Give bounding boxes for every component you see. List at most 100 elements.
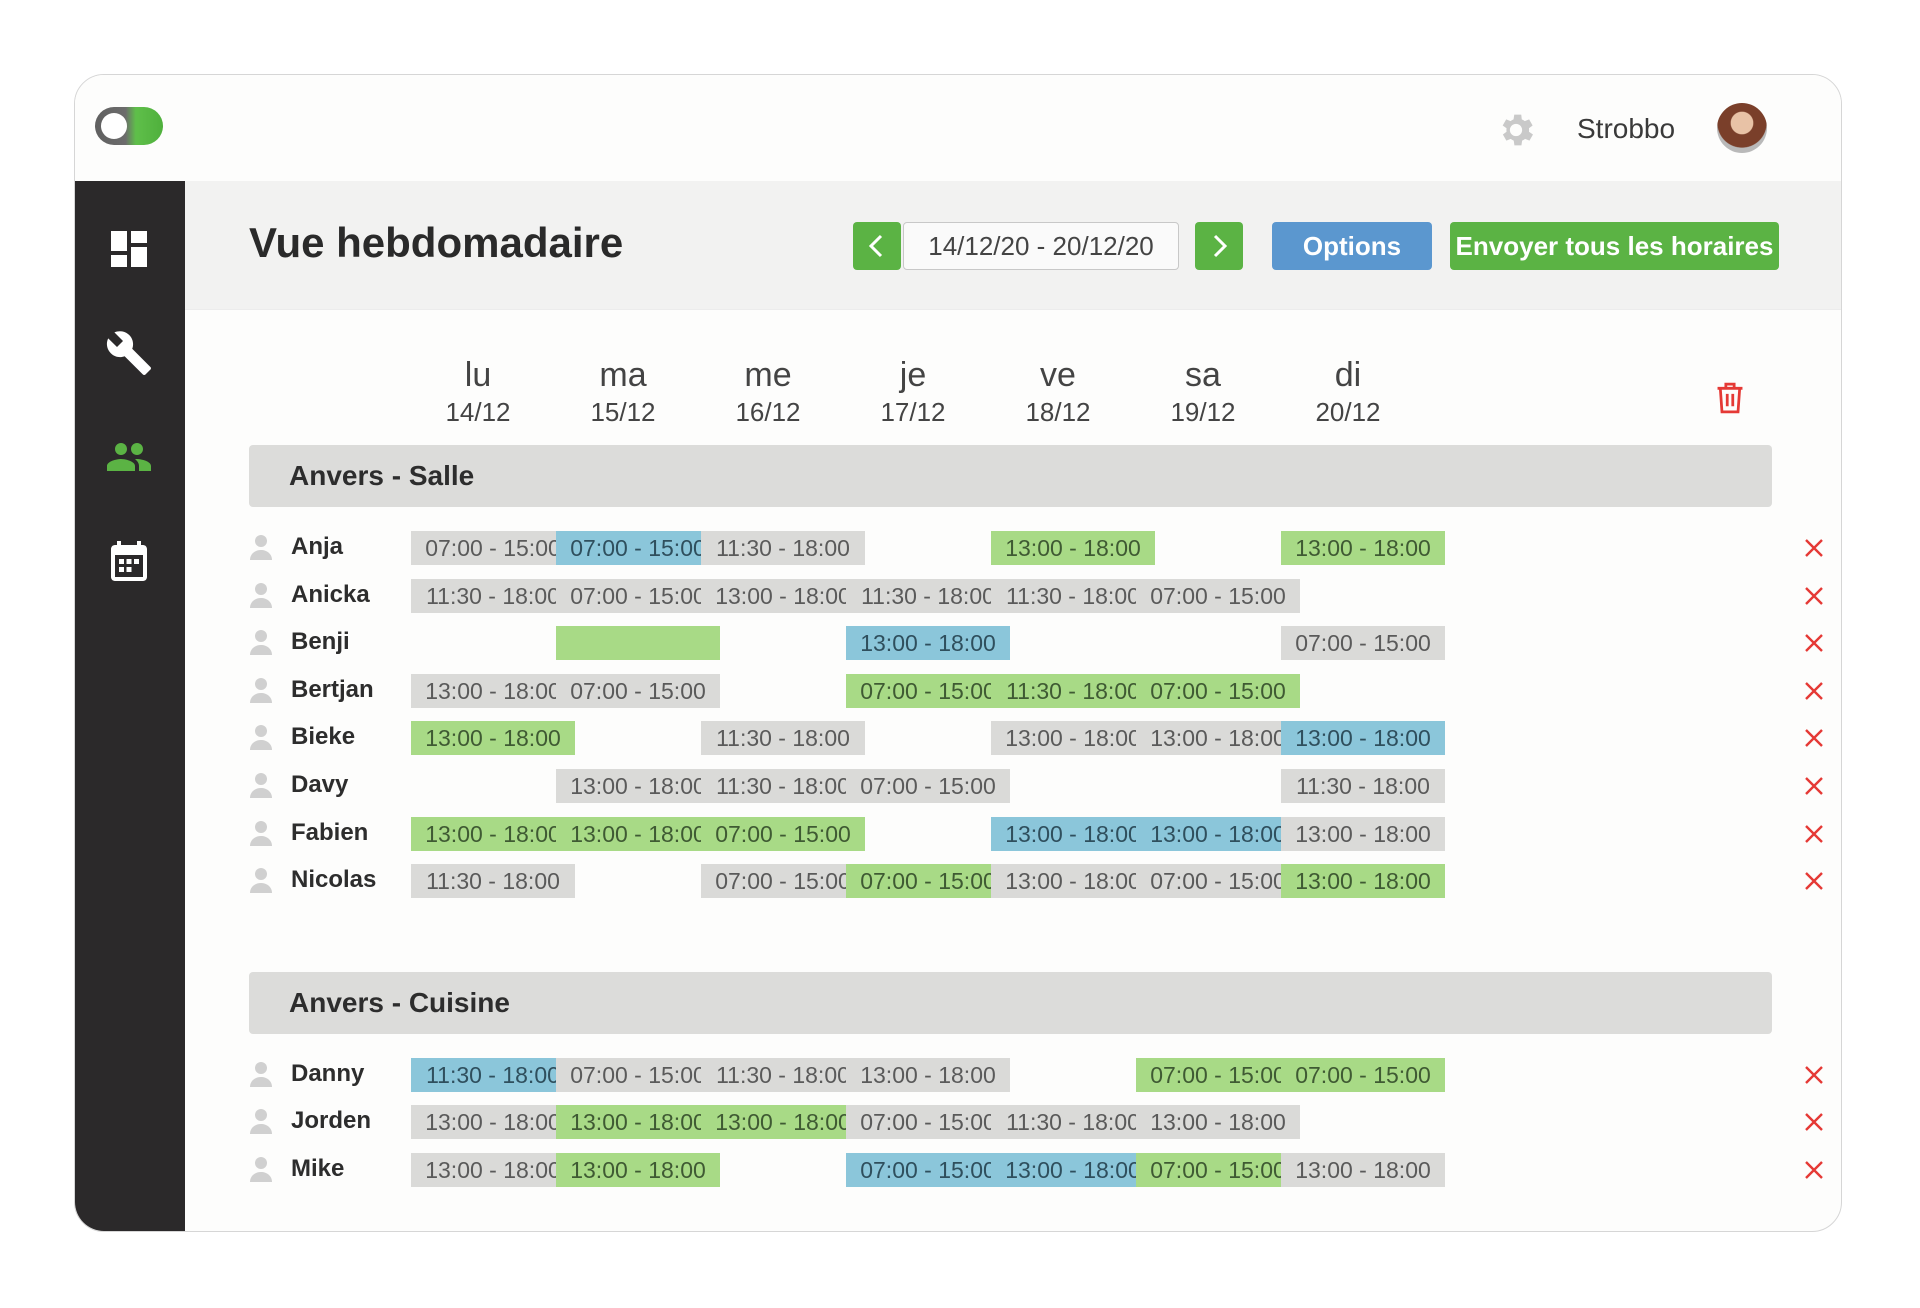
shift-cell[interactable]: 11:30 - 18:00 [1281,769,1445,803]
shift-cell[interactable]: 07:00 - 15:00 [1136,864,1300,898]
chevron-right-icon [1213,234,1228,258]
remove-row-icon[interactable] [1799,723,1829,753]
employee-name[interactable]: Davy [291,771,349,798]
employee-name[interactable]: Mike [291,1155,345,1182]
employee-name[interactable]: Fabien [291,819,369,846]
shift-cell[interactable]: 13:00 - 18:00 [846,626,1010,660]
shift-cell[interactable]: 13:00 - 18:00 [1136,721,1300,755]
shift-cell[interactable]: 13:00 - 18:00 [411,721,575,755]
shift-cell[interactable]: 11:30 - 18:00 [411,579,575,613]
shift-cell[interactable]: 13:00 - 18:00 [556,1105,720,1139]
employee-name[interactable]: Jorden [291,1107,372,1134]
shift-cell[interactable]: 11:30 - 18:00 [701,721,865,755]
shift-cell[interactable]: 13:00 - 18:00 [1281,864,1445,898]
shift-cell[interactable]: 07:00 - 15:00 [1136,1153,1300,1187]
remove-row-icon[interactable] [1799,1107,1829,1137]
shift-cell[interactable]: 11:30 - 18:00 [991,674,1155,708]
shift-cell[interactable]: 07:00 - 15:00 [846,769,1010,803]
shift-cell[interactable]: 07:00 - 15:00 [556,674,720,708]
shift-cell[interactable]: 13:00 - 18:00 [1281,531,1445,565]
shift-cell[interactable]: 07:00 - 15:00 [1281,1058,1445,1092]
toggle-knob [101,113,127,139]
shift-cell[interactable]: 07:00 - 15:00 [556,1058,720,1092]
shift-cell[interactable]: 11:30 - 18:00 [701,1058,865,1092]
shift-cell[interactable]: 07:00 - 15:00 [846,1105,1010,1139]
shift-cell[interactable]: 13:00 - 18:00 [411,1153,575,1187]
dashboard-icon[interactable] [105,225,153,273]
day-name: je [899,356,927,394]
remove-row-icon[interactable] [1799,866,1829,896]
shift-cell[interactable]: 07:00 - 15:00 [701,817,865,851]
options-button[interactable]: Options [1272,222,1432,270]
shift-cell[interactable]: 07:00 - 15:00 [846,1153,1010,1187]
shift-cell[interactable]: 13:00 - 18:00 [701,1105,865,1139]
shift-cell[interactable]: 07:00 - 15:00 [846,864,1010,898]
employee-name[interactable]: Anicka [291,581,370,608]
remove-row-icon[interactable] [1799,819,1829,849]
shift-cell[interactable]: 07:00 - 15:00 [411,531,575,565]
shift-cell[interactable]: 07:00 - 15:00 [1136,674,1300,708]
shift-cell[interactable]: 13:00 - 18:00 [1281,1153,1445,1187]
shift-cell[interactable]: 13:00 - 18:00 [411,817,575,851]
shift-cell[interactable]: 07:00 - 15:00 [556,579,720,613]
section-title: Anvers - Salle [289,460,475,491]
shift-cell[interactable]: 13:00 - 18:00 [1136,1105,1300,1139]
calendar-icon[interactable] [105,537,153,585]
shift-cell[interactable]: 11:30 - 18:00 [701,531,865,565]
shift-cell[interactable]: 11:30 - 18:00 [991,579,1155,613]
shift-cell[interactable]: 13:00 - 18:00 [556,1153,720,1187]
shift-cell[interactable]: 07:00 - 15:00 [701,864,865,898]
shift-cell[interactable]: 13:00 - 18:00 [556,769,720,803]
employee-name[interactable]: Nicolas [291,866,377,893]
shift-cell[interactable]: 13:00 - 18:00 [991,531,1155,565]
users-icon[interactable] [105,433,153,481]
shift-cell[interactable]: 07:00 - 15:00 [556,531,720,565]
send-all-schedules-button[interactable]: Envoyer tous les horaires [1450,222,1779,270]
shift-cell[interactable]: 13:00 - 18:00 [991,1153,1155,1187]
avatar[interactable] [1717,103,1767,153]
employee-name[interactable]: Bieke [291,723,356,750]
shift-cell[interactable]: 11:30 - 18:00 [846,579,1010,613]
person-icon [250,535,272,560]
shift-cell[interactable]: 07:00 - 15:00 [1136,579,1300,613]
remove-row-icon[interactable] [1799,771,1829,801]
employee-name[interactable]: Bertjan [291,676,374,703]
shift-cell[interactable] [556,626,720,660]
shift-cell[interactable]: 11:30 - 18:00 [701,769,865,803]
employee-name[interactable]: Danny [291,1060,365,1087]
shift-cell[interactable]: 13:00 - 18:00 [1281,721,1445,755]
remove-row-icon[interactable] [1799,1060,1829,1090]
wrench-icon[interactable] [105,329,153,377]
shift-cell[interactable]: 11:30 - 18:00 [411,1058,575,1092]
remove-row-icon[interactable] [1799,1155,1829,1185]
shift-cell[interactable]: 13:00 - 18:00 [1281,817,1445,851]
shift-cell[interactable]: 13:00 - 18:00 [556,817,720,851]
shift-cell[interactable]: 07:00 - 15:00 [1136,1058,1300,1092]
theme-toggle[interactable] [95,107,163,145]
prev-week-button[interactable] [853,222,901,270]
shift-cell[interactable]: 13:00 - 18:00 [991,817,1155,851]
shift-cell[interactable]: 13:00 - 18:00 [411,674,575,708]
employee-name[interactable]: Benji [291,628,350,655]
employee-row: Anicka 11:30 - 18:00 07:00 - 15:00 13:00 - … [249,579,1829,619]
remove-row-icon[interactable] [1799,676,1829,706]
shift-cell[interactable]: 13:00 - 18:00 [701,579,865,613]
user-name[interactable]: Strobbo [1577,113,1676,144]
gear-icon[interactable] [1495,109,1537,151]
shift-cell[interactable]: 13:00 - 18:00 [411,1105,575,1139]
date-range-field[interactable]: 14/12/20 - 20/12/20 [903,222,1179,270]
remove-row-icon[interactable] [1799,581,1829,611]
remove-row-icon[interactable] [1799,628,1829,658]
shift-cell[interactable]: 13:00 - 18:00 [991,721,1155,755]
shift-cell[interactable]: 11:30 - 18:00 [991,1105,1155,1139]
shift-cell[interactable]: 11:30 - 18:00 [411,864,575,898]
shift-cell[interactable]: 13:00 - 18:00 [991,864,1155,898]
employee-name[interactable]: Anja [291,533,344,560]
trash-icon[interactable] [1713,380,1747,416]
shift-cell[interactable]: 07:00 - 15:00 [846,674,1010,708]
shift-cell[interactable]: 07:00 - 15:00 [1281,626,1445,660]
shift-cell[interactable]: 13:00 - 18:00 [846,1058,1010,1092]
shift-cell[interactable]: 13:00 - 18:00 [1136,817,1300,851]
next-week-button[interactable] [1195,222,1243,270]
remove-row-icon[interactable] [1799,533,1829,563]
